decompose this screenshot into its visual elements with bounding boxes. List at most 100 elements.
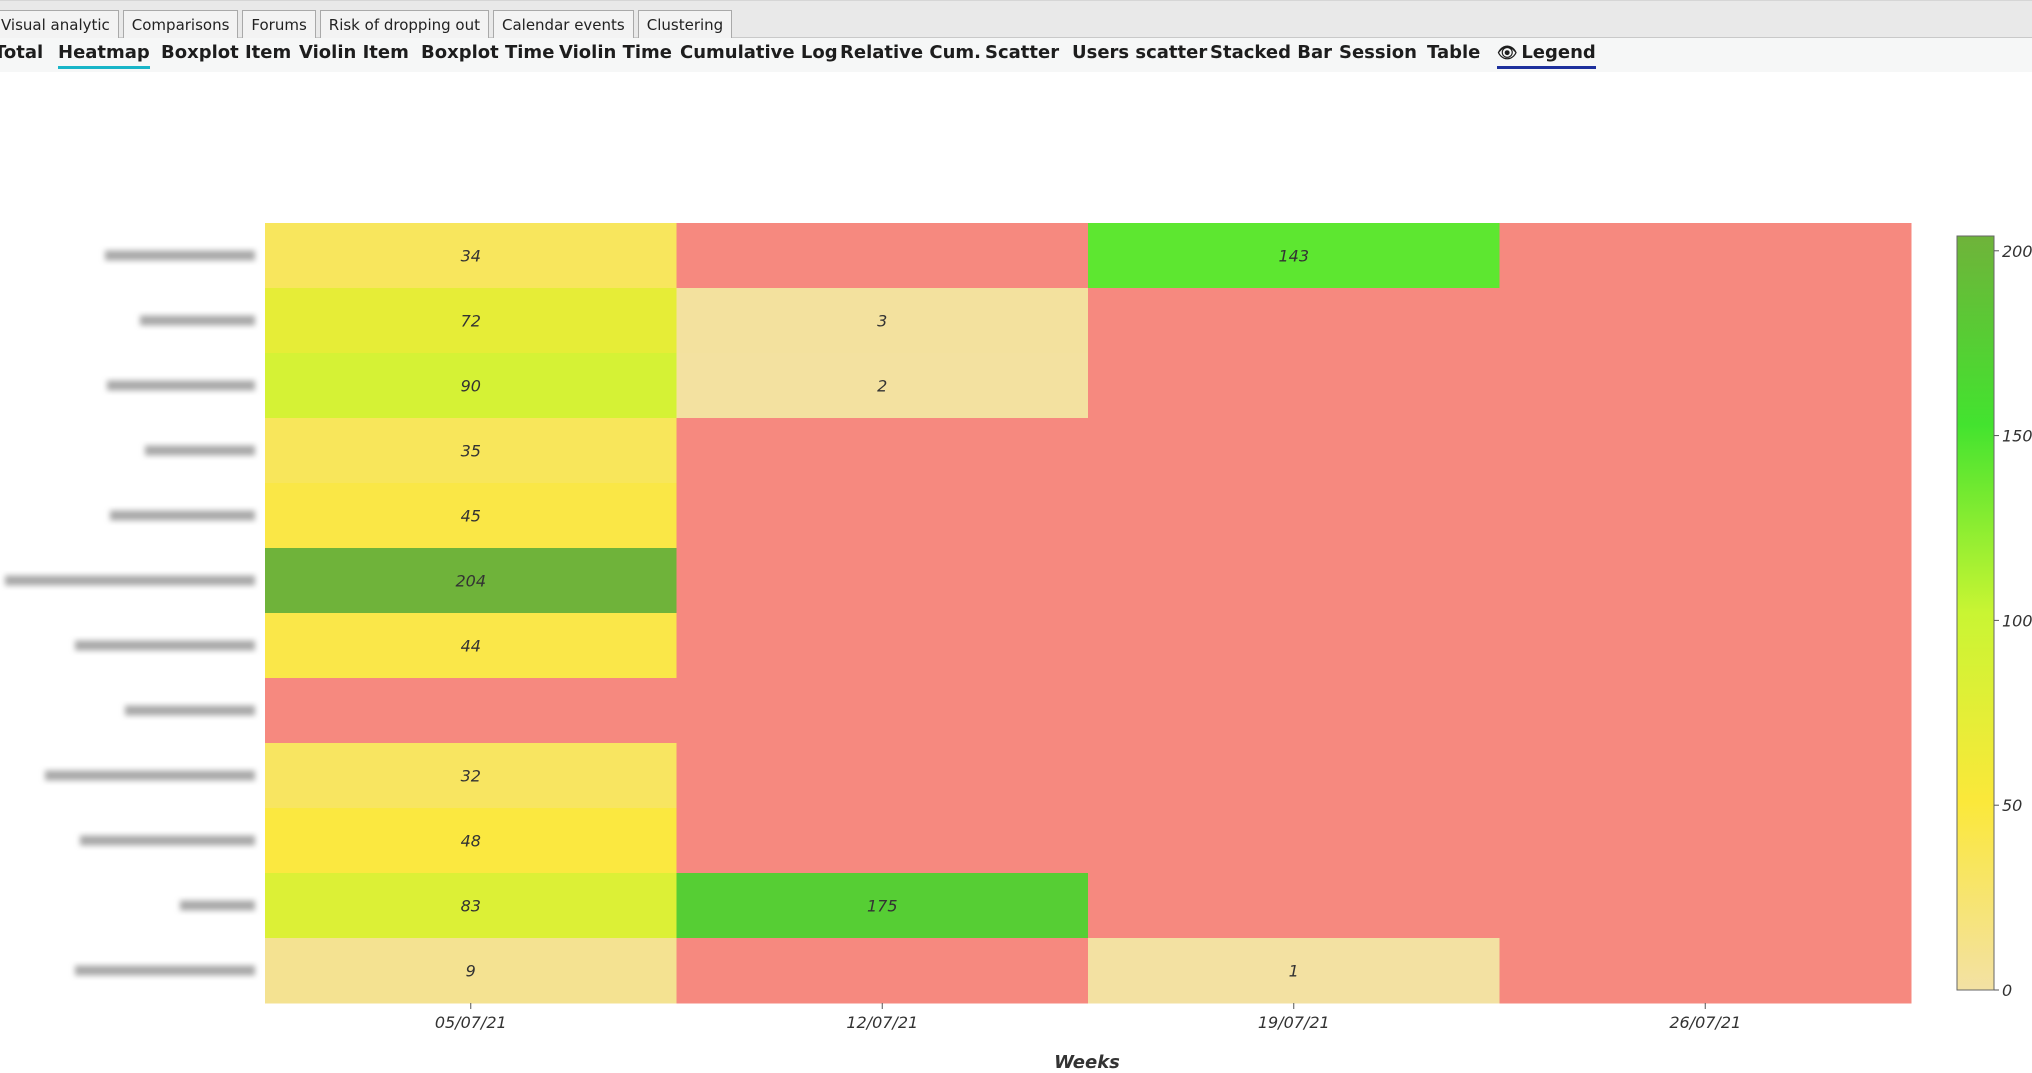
- cell-value-label: 32: [461, 767, 481, 786]
- heatmap-cell[interactable]: [265, 873, 677, 939]
- heatmap-cell[interactable]: [676, 678, 1089, 744]
- heatmap-cell[interactable]: [1088, 873, 1500, 939]
- heatmap-cell[interactable]: [1088, 938, 1500, 1004]
- cell-value-label: 35: [461, 442, 481, 461]
- subnav-scatter[interactable]: Scatter: [985, 42, 1060, 63]
- heatmap-cell[interactable]: [265, 613, 677, 679]
- x-tick-label: 12/07/21: [846, 1013, 918, 1032]
- cell-value-label: 3: [877, 312, 887, 331]
- heatmap-cell[interactable]: [676, 288, 1089, 354]
- heatmap-cell[interactable]: [676, 873, 1089, 939]
- heatmap-cell[interactable]: [1088, 418, 1500, 484]
- subnav-violin-item[interactable]: Violin Item: [299, 42, 409, 63]
- eye-icon: 👁: [1497, 43, 1518, 62]
- cell-value-label: 90: [461, 377, 481, 396]
- heatmap-cell[interactable]: [265, 808, 677, 874]
- subnav-stacked-bar[interactable]: Stacked Bar: [1210, 42, 1332, 63]
- subnav-boxplot-item[interactable]: Boxplot Item: [161, 42, 292, 63]
- subnav-boxplot-time[interactable]: Boxplot Time: [421, 42, 555, 63]
- x-axis-title: Weeks: [1054, 1052, 1120, 1073]
- subnav-violin-time[interactable]: Violin Time: [559, 42, 672, 63]
- heatmap-cell[interactable]: [1088, 483, 1500, 549]
- heatmap-cell[interactable]: [1499, 938, 1912, 1004]
- cell-value-label: 83: [461, 897, 481, 916]
- heatmap-cell[interactable]: [1088, 613, 1500, 679]
- heatmap-cell[interactable]: [1088, 678, 1500, 744]
- heatmap-cell[interactable]: [676, 743, 1089, 809]
- main-tabs: Visual analytic Comparisons Forums Risk of …: [0, 10, 733, 39]
- heatmap-cell[interactable]: [676, 613, 1089, 679]
- cell-value-label: 34: [461, 247, 481, 266]
- cell-value-label: 143: [1278, 247, 1309, 266]
- heatmap-cell[interactable]: [265, 353, 677, 419]
- heatmap-cell[interactable]: [265, 743, 677, 809]
- legend-label: Legend: [1521, 42, 1596, 63]
- x-axis-ticks: 05/07/21 12/07/21 19/07/21 26/07/21: [435, 1003, 1741, 1032]
- color-scale-tick-label: 50: [2002, 796, 2022, 815]
- heatmap-cell[interactable]: [265, 288, 677, 354]
- tab-clustering[interactable]: Clustering: [637, 10, 733, 39]
- heatmap-cell[interactable]: [265, 483, 677, 549]
- heatmap-cell[interactable]: [1499, 353, 1912, 419]
- heatmap-cell[interactable]: [1499, 548, 1912, 614]
- heatmap-cell[interactable]: [1499, 418, 1912, 484]
- heatmap-cell[interactable]: [1088, 548, 1500, 614]
- heatmap-cell[interactable]: [1499, 223, 1912, 289]
- tab-risk-of-dropping-out[interactable]: Risk of dropping out: [319, 10, 489, 39]
- heatmap-cell[interactable]: [1088, 808, 1500, 874]
- tab-comparisons[interactable]: Comparisons: [122, 10, 239, 39]
- heatmap-cell[interactable]: [1088, 223, 1500, 289]
- subnav-users-scatter[interactable]: Users scatter: [1072, 42, 1208, 63]
- heatmap-cell[interactable]: [676, 808, 1089, 874]
- heatmap-cell[interactable]: [1499, 873, 1912, 939]
- heatmap-cell[interactable]: [676, 418, 1089, 484]
- heatmap-cell[interactable]: [265, 223, 677, 289]
- heatmap-cell[interactable]: [1088, 743, 1500, 809]
- heatmap-cell[interactable]: [265, 678, 677, 744]
- color-scale-tick-label: 150: [2002, 427, 2032, 446]
- subnav-relative-cum-[interactable]: Relative Cum.: [840, 42, 981, 63]
- cell-value-label: 204: [455, 572, 486, 591]
- heatmap-cell[interactable]: [676, 548, 1089, 614]
- heatmap-cell[interactable]: [676, 483, 1089, 549]
- y-axis-label-redacted: [145, 445, 255, 456]
- heatmap-cells: [265, 223, 1912, 1004]
- color-scale-tick-label: 200: [2002, 242, 2032, 261]
- y-axis-label-redacted: [75, 640, 255, 651]
- y-axis-label-redacted: [140, 315, 255, 326]
- heatmap-cell[interactable]: [1499, 808, 1912, 874]
- color-scale-bar: 0 50 100 150 200: [1956, 235, 2032, 1000]
- heatmap-cell[interactable]: [1499, 483, 1912, 549]
- tab-visual-analytic[interactable]: Visual analytic: [0, 10, 119, 39]
- heatmap-cell[interactable]: [265, 938, 677, 1004]
- y-axis-label-redacted: [105, 250, 255, 261]
- heatmap-cell[interactable]: [1088, 353, 1500, 419]
- heatmap-cell[interactable]: [676, 223, 1089, 289]
- heatmap-cell[interactable]: [676, 938, 1089, 1004]
- color-scale-tick-label: 0: [2002, 981, 2012, 1000]
- heatmap-cell[interactable]: [676, 353, 1089, 419]
- subnav-table[interactable]: Table: [1427, 42, 1481, 63]
- heatmap-cell[interactable]: [1499, 743, 1912, 809]
- cell-value-label: 9: [466, 962, 476, 981]
- heatmap-cell[interactable]: [1499, 613, 1912, 679]
- subnav-session[interactable]: Session: [1339, 42, 1417, 63]
- y-axis-label-redacted: [75, 965, 255, 976]
- subnav-total[interactable]: Total: [0, 42, 44, 63]
- heatmap-cell[interactable]: [265, 548, 677, 614]
- y-axis-label-redacted: [107, 380, 255, 391]
- cell-value-label: 45: [461, 507, 481, 526]
- tab-calendar-events[interactable]: Calendar events: [492, 10, 634, 39]
- tab-forums[interactable]: Forums: [242, 10, 316, 39]
- heatmap-cell[interactable]: [1499, 678, 1912, 744]
- subnav-legend[interactable]: 👁 Legend: [1497, 42, 1596, 69]
- subnav-heatmap[interactable]: Heatmap: [58, 42, 150, 69]
- y-axis-label-redacted: [180, 900, 255, 911]
- heatmap-cell[interactable]: [1499, 288, 1912, 354]
- heatmap-cell[interactable]: [1088, 288, 1500, 354]
- subnav-cumulative-log[interactable]: Cumulative Log: [680, 42, 838, 63]
- x-tick-label: 26/07/21: [1669, 1013, 1741, 1032]
- cell-value-label: 2: [877, 377, 887, 396]
- heatmap-cell[interactable]: [265, 418, 677, 484]
